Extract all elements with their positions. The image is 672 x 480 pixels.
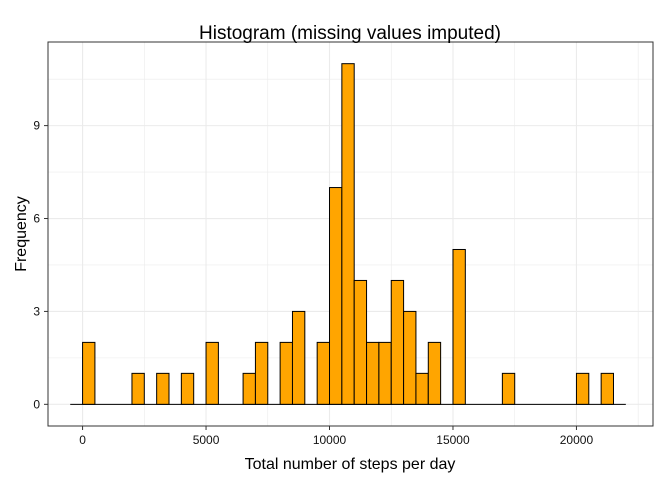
histogram-bar <box>316 341 331 405</box>
y-axis-title: Frequency <box>13 196 30 272</box>
histogram-bar <box>427 341 442 405</box>
histogram-bar <box>390 279 405 405</box>
histogram-bar <box>378 341 392 405</box>
histogram-bar <box>452 248 466 405</box>
x-axis-title: Total number of steps per day <box>245 456 456 473</box>
y-tick-label: 9 <box>33 119 40 133</box>
histogram-bar <box>501 372 516 405</box>
histogram-bar <box>341 63 355 405</box>
histogram-bar <box>254 341 269 405</box>
chart-title: Histogram (missing values imputed) <box>199 23 501 44</box>
histogram-bars <box>70 63 626 405</box>
histogram-bar <box>575 372 590 405</box>
histogram-bar <box>366 341 380 405</box>
x-tick-label: 20000 <box>560 433 594 447</box>
histogram-bar <box>415 372 429 405</box>
histogram-bar <box>131 372 145 405</box>
histogram-bar <box>291 310 306 405</box>
x-tick-label: 15000 <box>436 433 470 447</box>
x-tick-label: 5000 <box>193 433 220 447</box>
histogram-bar <box>242 372 256 405</box>
axes: 0 5000 10000 15000 20000 0 3 6 9 <box>33 119 593 447</box>
y-tick-label: 6 <box>33 212 40 226</box>
x-tick-label: 0 <box>79 433 86 447</box>
histogram-bar <box>82 341 96 405</box>
histogram-bar <box>279 341 293 405</box>
panel-border <box>47 41 654 427</box>
x-tick-label: 10000 <box>313 433 347 447</box>
y-tick-label: 3 <box>33 304 40 318</box>
histogram-bar <box>329 187 343 405</box>
histogram-bar <box>353 279 368 405</box>
y-tick-label: 0 <box>33 397 40 411</box>
histogram-bar <box>600 372 614 405</box>
histogram-bar <box>205 341 219 405</box>
histogram-bar <box>156 372 170 405</box>
histogram-bar <box>403 310 417 405</box>
histogram-bar <box>180 372 195 405</box>
